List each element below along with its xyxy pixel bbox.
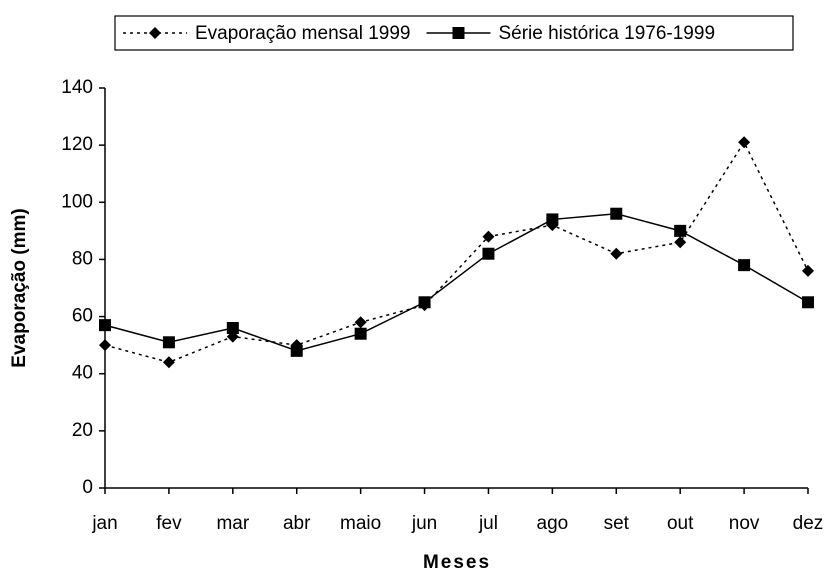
x-tick-label: jul [478,513,498,534]
data-point [610,247,623,260]
y-tick-label: 120 [61,134,93,155]
data-point [162,336,175,349]
series-line [104,212,809,352]
data-point [99,319,111,332]
data-point [99,339,111,352]
x-tick-label: nov [729,513,760,534]
legend-label: Série histórica 1976-1999 [498,23,715,44]
y-axis-title: Evaporação (mm) [9,208,30,367]
x-tick-label: set [604,513,630,534]
y-tick-label: 60 [72,306,93,327]
data-point [354,316,367,329]
data-point [418,296,431,309]
data-point [802,296,814,309]
data-point [738,259,751,272]
data-point [546,213,559,226]
x-tick-label: maio [340,513,381,534]
legend-marker [452,27,465,39]
y-tick-label: 140 [61,77,93,98]
y-tick-label: 20 [72,420,93,441]
data-point [610,207,623,220]
data-point [738,136,751,149]
x-tick-label: out [667,513,694,534]
x-tick-label: ago [537,513,569,534]
data-point [482,247,495,260]
y-tick-label: 0 [82,477,93,498]
y-tick-label: 100 [61,191,93,212]
legend-label: Evaporação mensal 1999 [195,23,410,44]
x-axis-title: Meses [423,552,491,572]
x-tick-label: dez [793,513,824,534]
data-point [674,224,687,237]
data-point [162,356,175,369]
legend-box [114,15,794,51]
data-point [674,236,687,249]
data-point [226,322,239,334]
x-tick-label: fev [156,513,182,534]
series-line [104,140,809,364]
x-tick-label: jun [411,513,437,534]
y-tick-label: 80 [72,248,93,269]
data-point [354,327,367,340]
data-point [482,230,495,243]
data-point [802,264,814,277]
y-tick-label: 40 [72,363,93,384]
x-tick-label: jan [91,513,117,534]
legend-marker [149,27,161,39]
x-tick-label: mar [216,513,249,534]
x-tick-label: abr [283,513,311,534]
data-point [290,344,303,357]
